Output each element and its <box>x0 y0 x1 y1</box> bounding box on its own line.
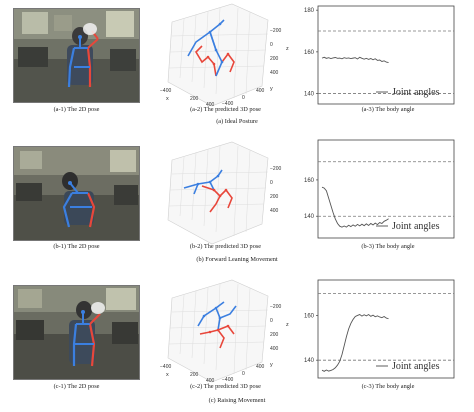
pose3d-a: −400 200 400 x −400 0 400 y −200 0 200 4… <box>158 2 293 114</box>
pose3d-xlabel: x <box>166 372 169 378</box>
caption-b-1: (b-1) The 2D pose <box>53 243 100 250</box>
row-caption-c: (c) Raising Movement <box>208 397 266 404</box>
caption-b-2: (b-2) The predicted 3D pose <box>189 243 262 250</box>
pose3d-ytick: 0 <box>242 95 245 101</box>
pose3d-ztick: 400 <box>270 70 279 76</box>
y-tick-label: 180 <box>304 8 315 14</box>
plot-frame <box>317 139 455 239</box>
pose3d-ytick: 0 <box>242 371 245 377</box>
joint-angle-line <box>321 186 389 228</box>
pose3d-xlabel: x <box>166 96 169 102</box>
legend-label: Joint angles <box>392 361 440 372</box>
caption-a-2: (a-2) The predicted 3D pose <box>190 106 261 113</box>
photo-2d-pose-a <box>13 8 140 103</box>
webcam-scene-a <box>14 9 139 102</box>
pose3d-xtick: 400 <box>206 378 215 384</box>
pose3d-xtick: −400 <box>160 364 171 370</box>
pose3d-b: −200 0 200 400 <box>158 140 293 252</box>
caption-a-1: (a-1) The 2D pose <box>53 106 100 113</box>
plot-frame <box>317 5 455 105</box>
pose3d-ztick: −200 <box>270 28 281 34</box>
plot-frame <box>317 279 455 379</box>
legend-label: Joint angles <box>392 87 440 98</box>
pose3d-xtick: 200 <box>190 96 199 102</box>
pose3d-ytick: −400 <box>222 101 233 107</box>
pose3d-plot-a: −400 200 400 x −400 0 400 y −200 0 200 4… <box>160 3 289 108</box>
caption-c-2: (c-2) The predicted 3D pose <box>190 383 261 390</box>
pose3d-plot-c: −400 200 400 x −400 0 400 y −200 0 200 4… <box>160 279 289 384</box>
photo-2d-pose-b <box>13 146 140 241</box>
photo-2d-pose-c <box>13 285 140 380</box>
pose3d-ytick: −400 <box>222 377 233 383</box>
pose3d-ztick: −200 <box>270 166 281 172</box>
y-tick-label: 140 <box>304 214 315 220</box>
pose3d-ytick: 400 <box>256 364 265 370</box>
pose3d-xtick: 400 <box>206 102 215 108</box>
pose3d-ztick: 0 <box>270 318 273 324</box>
pose3d-ztick: 0 <box>270 180 273 186</box>
angle-chart-a: 140 160 180 Joint angles <box>294 2 470 113</box>
angle-chart-svg-c: 140 160 Joint angles <box>304 279 455 379</box>
pose3d-zlabel: z <box>286 46 289 52</box>
pose3d-ylabel: y <box>270 86 273 92</box>
webcam-scene-c <box>14 286 139 379</box>
angle-chart-svg-a: 140 160 180 Joint angles <box>304 5 455 105</box>
caption-a-3: (a-3) The body angle <box>361 106 415 113</box>
y-tick-label: 160 <box>304 314 315 320</box>
pose3d-ztick: 0 <box>270 42 273 48</box>
y-tick-label: 140 <box>304 92 315 98</box>
pose3d-xtick: −400 <box>160 88 171 94</box>
pose3d-ztick: 400 <box>270 208 279 214</box>
joint-angle-line <box>321 313 389 372</box>
pose3d-zlabel: z <box>286 322 289 328</box>
pose3d-ztick: 200 <box>270 194 279 200</box>
row-caption-b: (b) Forward Leaning Movement <box>196 256 278 263</box>
caption-b-3: (b-3) The body angle <box>361 243 415 250</box>
angle-chart-svg-b: 140 160 Joint angles <box>304 139 455 239</box>
pose3d-ylabel: y <box>270 362 273 368</box>
pose3d-c: −400 200 400 x −400 0 400 y −200 0 200 4… <box>158 278 293 390</box>
y-tick-label: 160 <box>304 50 315 56</box>
joint-angle-line <box>321 56 389 63</box>
pose3d-ztick: −200 <box>270 304 281 310</box>
y-tick-label: 140 <box>304 358 315 364</box>
webcam-scene-b <box>14 147 139 240</box>
caption-c-1: (c-1) The 2D pose <box>53 383 100 390</box>
pose3d-ztick: 400 <box>270 346 279 352</box>
pose3d-ztick: 200 <box>270 332 279 338</box>
pose3d-ztick: 200 <box>270 56 279 62</box>
pose3d-plot-b: −200 0 200 400 <box>167 141 281 245</box>
angle-chart-c: 140 160 Joint angles <box>294 276 470 387</box>
pose3d-xtick: 200 <box>190 372 199 378</box>
angle-chart-b: 140 160 Joint angles <box>294 136 470 247</box>
pose3d-ytick: 400 <box>256 88 265 94</box>
y-tick-label: 160 <box>304 178 315 184</box>
row-caption-a: (a) Ideal Posture <box>216 118 258 125</box>
caption-c-3: (c-3) The body angle <box>361 383 415 390</box>
legend-label: Joint angles <box>392 221 440 232</box>
